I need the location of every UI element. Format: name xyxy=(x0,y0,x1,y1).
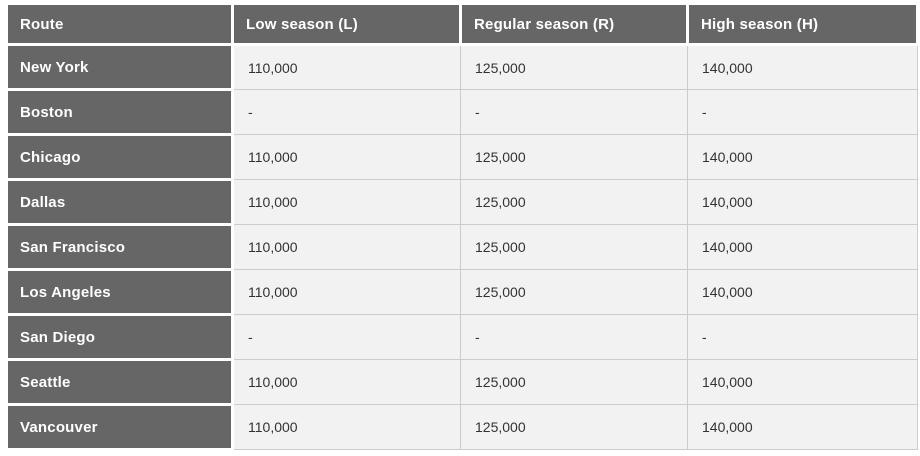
low-season-cell: 110,000 xyxy=(232,404,461,450)
table-row: Vancouver 110,000 125,000 140,000 xyxy=(5,403,918,451)
table-row: Boston - - - xyxy=(5,88,918,136)
table-row: Los Angeles 110,000 125,000 140,000 xyxy=(5,268,918,316)
route-cell: Vancouver xyxy=(5,403,234,451)
high-season-cell: 140,000 xyxy=(687,179,918,225)
column-header-route: Route xyxy=(5,2,234,46)
regular-season-cell: 125,000 xyxy=(460,179,688,225)
low-season-cell: 110,000 xyxy=(232,179,461,225)
high-season-cell: 140,000 xyxy=(687,269,918,315)
high-season-cell: 140,000 xyxy=(687,134,918,180)
table-row: Seattle 110,000 125,000 140,000 xyxy=(5,358,918,406)
table-body: New York 110,000 125,000 140,000 Boston - - - Ch… xyxy=(5,43,918,451)
route-cell: New York xyxy=(5,43,234,91)
route-cell: San Francisco xyxy=(5,223,234,271)
regular-season-cell: 125,000 xyxy=(460,404,688,450)
table-row: San Francisco 110,000 125,000 140,000 xyxy=(5,223,918,271)
table-row: Chicago 110,000 125,000 140,000 xyxy=(5,133,918,181)
table-row: San Diego - - - xyxy=(5,313,918,361)
route-cell: San Diego xyxy=(5,313,234,361)
regular-season-cell: 125,000 xyxy=(460,359,688,405)
high-season-cell: - xyxy=(687,89,918,135)
column-header-low-season: Low season (L) xyxy=(231,2,462,46)
low-season-cell: 110,000 xyxy=(232,224,461,270)
regular-season-cell: - xyxy=(460,314,688,360)
regular-season-cell: 125,000 xyxy=(460,134,688,180)
route-cell: Chicago xyxy=(5,133,234,181)
column-header-regular-season: Regular season (R) xyxy=(459,2,689,46)
route-cell: Dallas xyxy=(5,178,234,226)
low-season-cell: 110,000 xyxy=(232,44,461,90)
high-season-cell: 140,000 xyxy=(687,44,918,90)
table-row: New York 110,000 125,000 140,000 xyxy=(5,43,918,91)
low-season-cell: - xyxy=(232,89,461,135)
table-header-row: Route Low season (L) Regular season (R) … xyxy=(5,2,919,46)
low-season-cell: 110,000 xyxy=(232,269,461,315)
high-season-cell: - xyxy=(687,314,918,360)
regular-season-cell: - xyxy=(460,89,688,135)
column-header-high-season: High season (H) xyxy=(686,2,919,46)
high-season-cell: 140,000 xyxy=(687,224,918,270)
low-season-cell: 110,000 xyxy=(232,359,461,405)
high-season-cell: 140,000 xyxy=(687,359,918,405)
route-cell: Boston xyxy=(5,88,234,136)
low-season-cell: - xyxy=(232,314,461,360)
route-cell: Los Angeles xyxy=(5,268,234,316)
high-season-cell: 140,000 xyxy=(687,404,918,450)
table-row: Dallas 110,000 125,000 140,000 xyxy=(5,178,918,226)
season-price-table: Route Low season (L) Regular season (R) … xyxy=(5,2,919,451)
regular-season-cell: 125,000 xyxy=(460,224,688,270)
low-season-cell: 110,000 xyxy=(232,134,461,180)
regular-season-cell: 125,000 xyxy=(460,269,688,315)
regular-season-cell: 125,000 xyxy=(460,44,688,90)
route-cell: Seattle xyxy=(5,358,234,406)
